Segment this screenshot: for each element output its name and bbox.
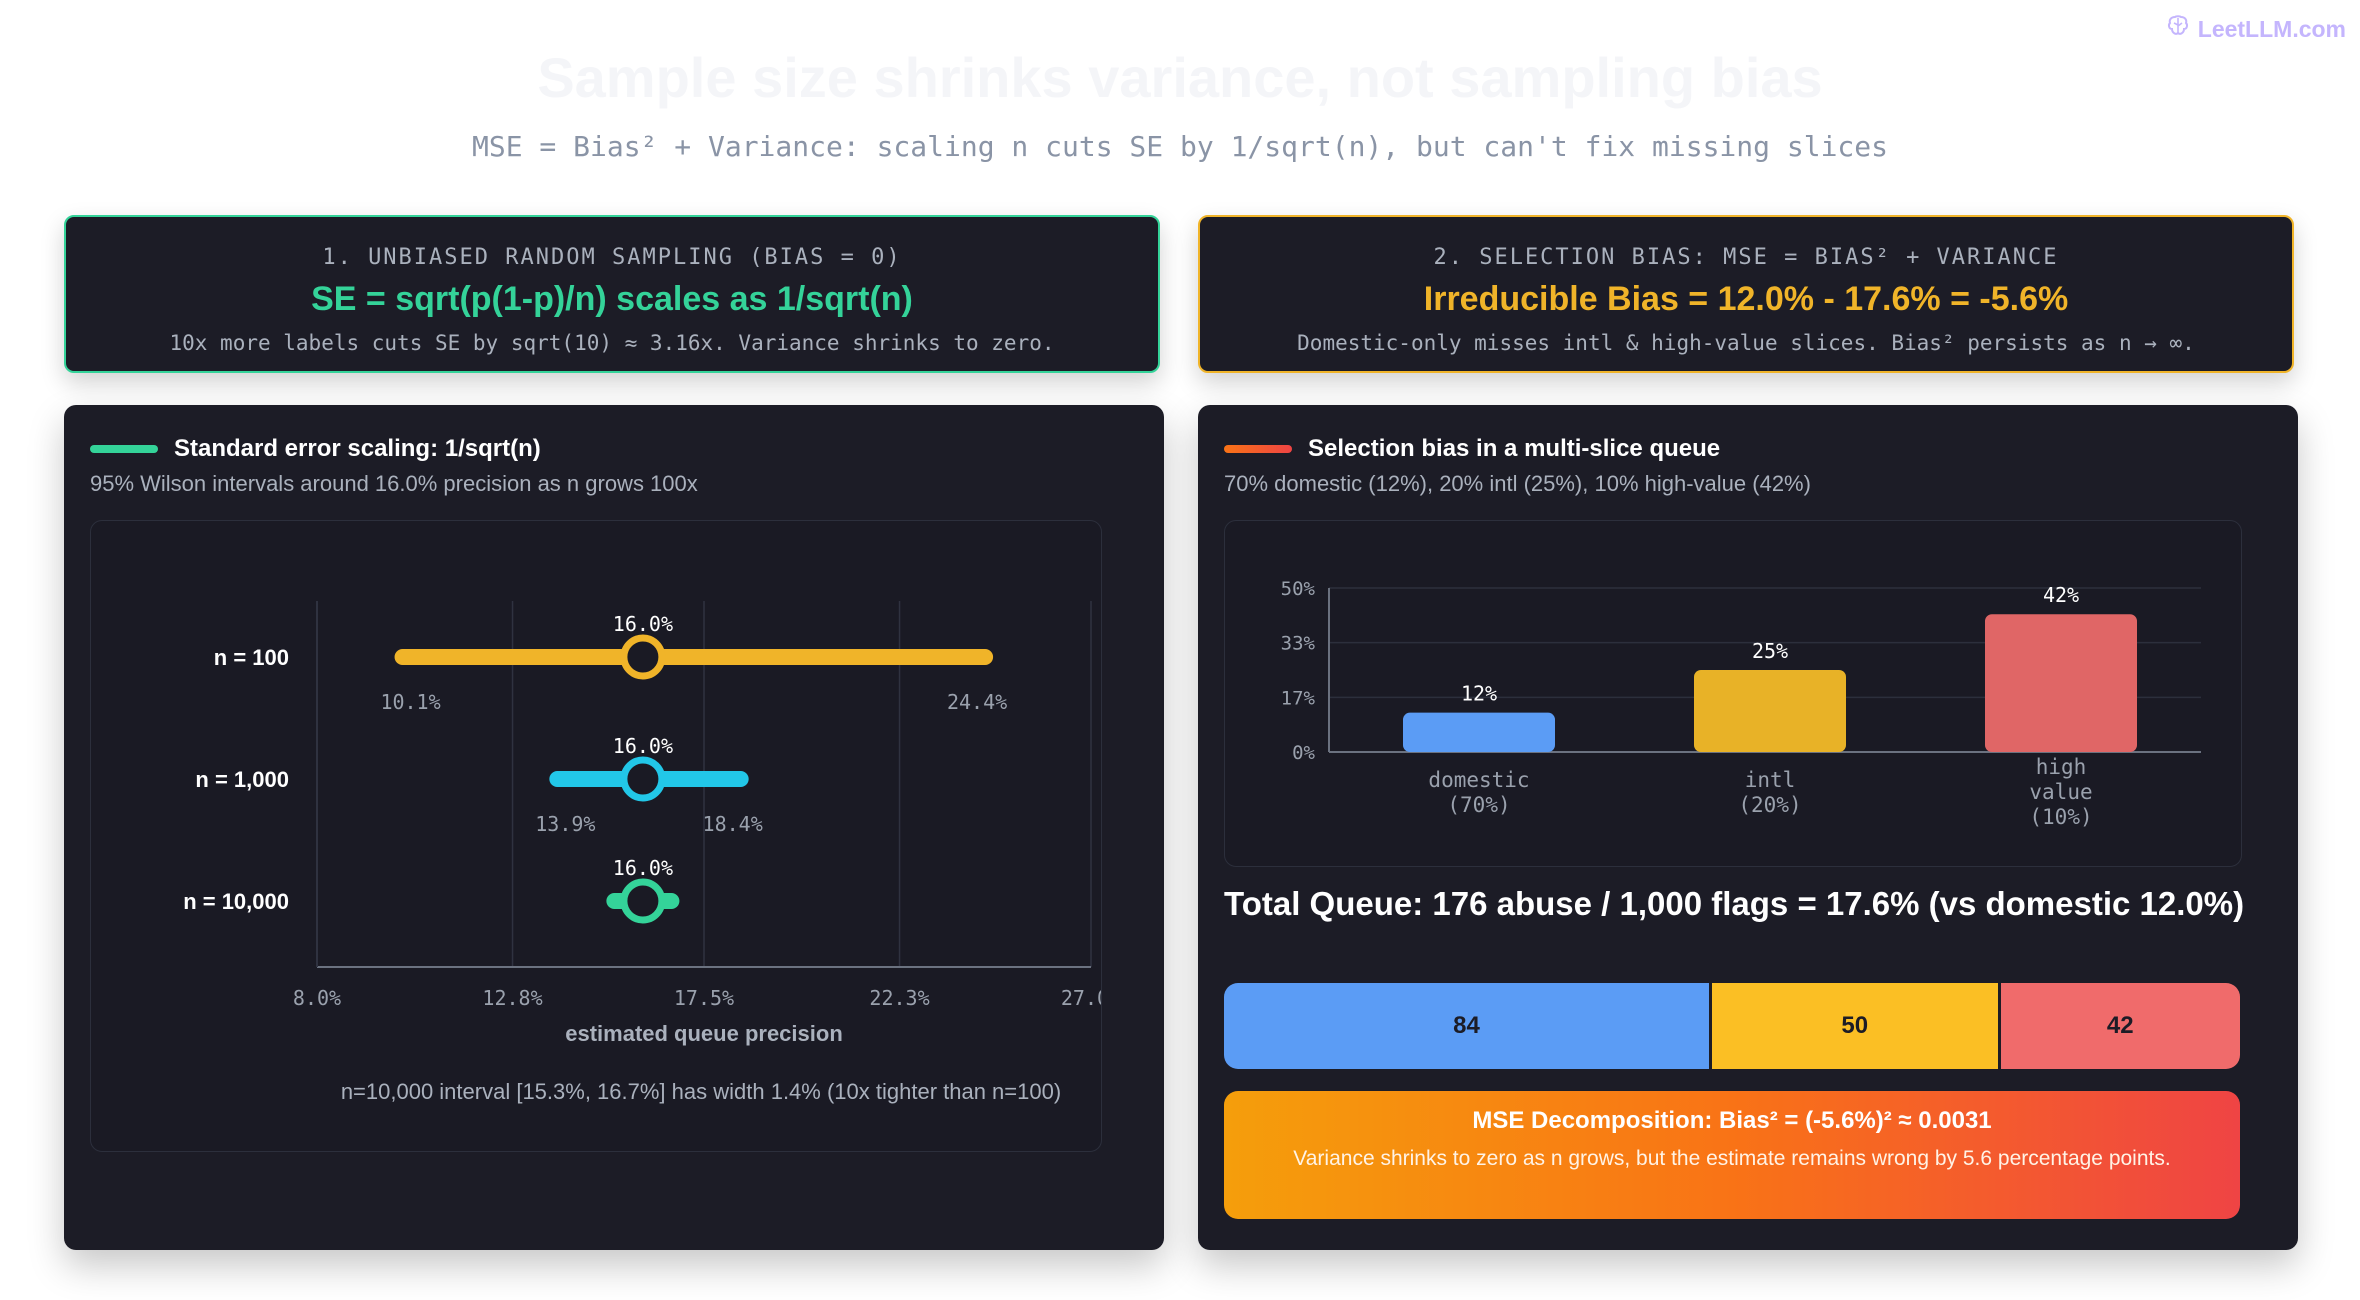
accent-bar — [90, 445, 158, 453]
point-label: 16.0% — [613, 856, 673, 880]
point-label: 16.0% — [613, 612, 673, 636]
page-title: Sample size shrinks variance, not sampli… — [537, 46, 1823, 109]
point-label: 16.0% — [613, 734, 673, 758]
category-label: high — [2036, 755, 2087, 779]
panel-subtitle: 95% Wilson intervals around 16.0% precis… — [90, 471, 698, 496]
mse-title: MSE Decomposition: Bias² = (-5.6%)² ≈ 0.… — [1472, 1107, 1992, 1134]
mse-callout: MSE Decomposition: Bias² = (-5.6%)² ≈ 0.… — [1224, 1091, 2240, 1219]
bar-value-label: 25% — [1752, 639, 1788, 663]
point-estimate-marker — [620, 878, 666, 924]
panel-header: Standard error scaling: 1/sqrt(n) — [90, 435, 541, 463]
stacked-segment: 50 — [1708, 983, 1998, 1069]
banner-headline: SE = sqrt(p(1-p)/n) scales as 1/sqrt(n) — [311, 280, 913, 318]
bar-value-label: 42% — [2043, 583, 2079, 607]
y-tick-label: 0% — [1292, 742, 1315, 764]
banner-kicker: 1. UNBIASED RANDOM SAMPLING (BIAS = 0) — [322, 245, 902, 270]
panel-header: Selection bias in a multi-slice queue — [1224, 435, 1720, 463]
brand-name[interactable]: LeetLLM.com — [2197, 15, 2346, 42]
category-label: value — [2029, 780, 2092, 804]
stacked-segment: 84 — [1224, 983, 1709, 1069]
page-subtitle: MSE = Bias² + Variance: scaling n cuts S… — [471, 130, 1889, 163]
banner-selection-bias: 2. SELECTION BIAS: MSE = BIAS² + VARIANC… — [1198, 215, 2294, 373]
x-tick-label: 12.8% — [482, 986, 542, 1010]
bar-chart-card: 0% 17% 33% 50% 12% domestic (70%) 25% intl (20%) 4… — [1224, 520, 2242, 867]
banner-description: 10x more labels cuts SE by sqrt(10) ≈ 3.… — [169, 331, 1055, 355]
row-label: n = 10,000 — [183, 889, 289, 914]
y-tick-label: 17% — [1281, 687, 1316, 709]
low-bound-label: 13.9% — [535, 812, 595, 836]
interval-chart-card: 8.0% 12.8% 17.5% 22.3% 27.0% estimated queue … — [90, 520, 1102, 1152]
x-tick-label: 22.3% — [869, 986, 929, 1010]
accent-bar — [1224, 445, 1292, 453]
panel-title: Selection bias in a multi-slice queue — [1308, 435, 1721, 462]
x-tick-label: 27.0% — [1061, 986, 1101, 1010]
x-axis-label: estimated queue precision — [565, 1021, 843, 1046]
chart-footnote: n=10,000 interval [15.3%, 16.7%] has wid… — [341, 1079, 1061, 1104]
bar — [1985, 614, 2137, 752]
row-label: n = 100 — [214, 645, 289, 670]
point-estimate-marker — [620, 634, 666, 680]
stacked-bar: 84 50 42 — [1224, 983, 2240, 1069]
banner-unbiased-sampling: 1. UNBIASED RANDOM SAMPLING (BIAS = 0) S… — [64, 215, 1160, 373]
bar-value-label: 12% — [1461, 682, 1497, 706]
bar — [1403, 712, 1555, 752]
stacked-segment: 42 — [1997, 983, 2240, 1069]
brand-logo: LeetLLM.com — [2166, 14, 2346, 44]
mse-description: Variance shrinks to zero as n grows, but… — [1293, 1147, 2171, 1170]
y-tick-label: 33% — [1281, 633, 1316, 655]
category-label: (10%) — [2029, 805, 2092, 829]
category-label: (20%) — [1738, 793, 1801, 817]
bar — [1694, 670, 1846, 752]
high-bound-label: 24.4% — [947, 690, 1007, 714]
banner-headline: Irreducible Bias = 12.0% - 17.6% = -5.6% — [1423, 280, 2069, 318]
y-tick-label: 50% — [1281, 578, 1316, 600]
banner-description: Domestic-only misses intl & high-value s… — [1297, 331, 2195, 355]
interval-chart: 8.0% 12.8% 17.5% 22.3% 27.0% estimated queue … — [183, 601, 1101, 1104]
panel-selection-bias: Selection bias in a multi-slice queue 70… — [1198, 405, 2298, 1250]
x-tick-label: 8.0% — [293, 986, 341, 1010]
panel-standard-error: Standard error scaling: 1/sqrt(n) 95% Wi… — [64, 405, 1164, 1250]
high-bound-label: 18.4% — [703, 812, 763, 836]
x-tick-label: 17.5% — [674, 986, 734, 1010]
total-queue-summary: Total Queue: 176 abuse / 1,000 flags = 1… — [1224, 885, 2245, 922]
panel-title: Standard error scaling: 1/sqrt(n) — [174, 435, 541, 462]
panel-subtitle: 70% domestic (12%), 20% intl (25%), 10% … — [1224, 471, 1811, 496]
point-estimate-marker — [620, 756, 666, 802]
category-label: intl — [1745, 768, 1796, 792]
banner-kicker: 2. SELECTION BIAS: MSE = BIAS² + VARIANC… — [1433, 245, 2059, 270]
brain-icon — [2166, 14, 2190, 44]
low-bound-label: 10.1% — [380, 690, 440, 714]
row-label: n = 1,000 — [195, 767, 289, 792]
bar-chart: 0% 17% 33% 50% 12% domestic(70%) 25% intl(20%) 4… — [1281, 578, 2201, 829]
category-label: domestic — [1428, 768, 1529, 792]
category-label: (70%) — [1447, 793, 1510, 817]
